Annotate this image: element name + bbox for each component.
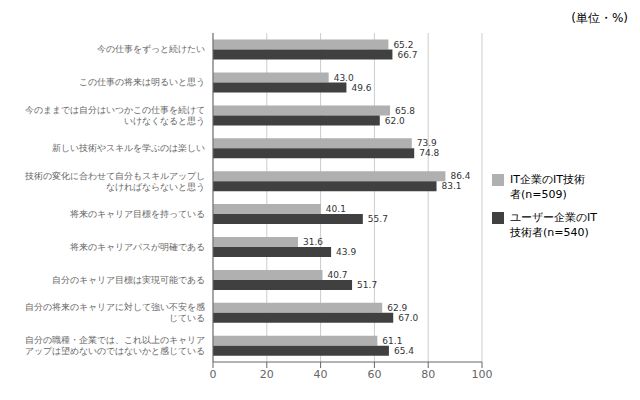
- svg-text:74.8: 74.8: [419, 148, 439, 158]
- svg-text:0: 0: [210, 368, 217, 381]
- svg-text:自分のキャリア目標は実現可能である: 自分のキャリア目標は実現可能である: [52, 274, 205, 284]
- svg-text:73.9: 73.9: [417, 138, 437, 148]
- svg-text:100: 100: [472, 368, 493, 381]
- svg-text:将来のキャリア目標を持っている: 将来のキャリア目標を持っている: [69, 208, 205, 218]
- svg-text:86.4: 86.4: [450, 171, 470, 181]
- svg-text:将来のキャリアパスが明確である: 将来のキャリアパスが明確である: [69, 241, 205, 251]
- svg-text:60: 60: [367, 368, 381, 381]
- svg-text:40.7: 40.7: [327, 270, 347, 280]
- svg-text:66.7: 66.7: [397, 50, 417, 60]
- svg-text:61.1: 61.1: [382, 336, 402, 346]
- svg-text:40: 40: [314, 368, 328, 381]
- svg-text:40.1: 40.1: [326, 204, 346, 214]
- svg-text:62.9: 62.9: [387, 303, 407, 313]
- svg-text:43.9: 43.9: [336, 247, 356, 257]
- svg-text:自分の職種・企業では、これ以上のキャリアアップは望めないので: 自分の職種・企業では、これ以上のキャリアアップは望めないのではないかと感じている: [25, 335, 205, 356]
- svg-text:67.0: 67.0: [398, 313, 418, 323]
- svg-text:この仕事の将来は明るいと思う: この仕事の将来は明るいと思う: [79, 77, 205, 87]
- svg-text:83.1: 83.1: [442, 181, 462, 191]
- svg-text:43.0: 43.0: [334, 73, 354, 83]
- svg-text:55.7: 55.7: [368, 214, 388, 224]
- svg-text:80: 80: [421, 368, 435, 381]
- html-text:(単位・%): (単位・%): [571, 11, 628, 25]
- svg-text:65.8: 65.8: [395, 106, 415, 116]
- svg-text:技術の変化に合わせて自分もスキルアップしなければならないと思: 技術の変化に合わせて自分もスキルアップしなければならないと思う: [24, 170, 205, 191]
- svg-text:65.2: 65.2: [393, 40, 413, 50]
- svg-text:31.6: 31.6: [303, 237, 323, 247]
- svg-text:65.4: 65.4: [394, 346, 414, 356]
- svg-text:20: 20: [260, 368, 274, 381]
- html-text:IT企業のIT技術 者(n=509): IT企業のIT技術 者(n=509): [510, 173, 585, 201]
- svg-text:今の仕事をずっと続けたい: 今の仕事をずっと続けたい: [97, 44, 205, 54]
- svg-text:51.7: 51.7: [357, 280, 377, 290]
- svg-text:62.0: 62.0: [385, 116, 405, 126]
- svg-text:49.6: 49.6: [351, 83, 371, 93]
- svg-text:自分の将来のキャリアに対して強い不安を感じている: 自分の将来のキャリアに対して強い不安を感じている: [25, 302, 205, 323]
- svg-text:今のままでは自分はいつかこの仕事を続けていけなくなると思う: 今のままでは自分はいつかこの仕事を続けていけなくなると思う: [25, 104, 205, 125]
- html-text:ユーザー企業のIT 技術者(n=540): ユーザー企業のIT 技術者(n=540): [510, 211, 597, 239]
- svg-text:新しい技術やスキルを学ぶのは楽しい: 新しい技術やスキルを学ぶのは楽しい: [52, 143, 205, 153]
